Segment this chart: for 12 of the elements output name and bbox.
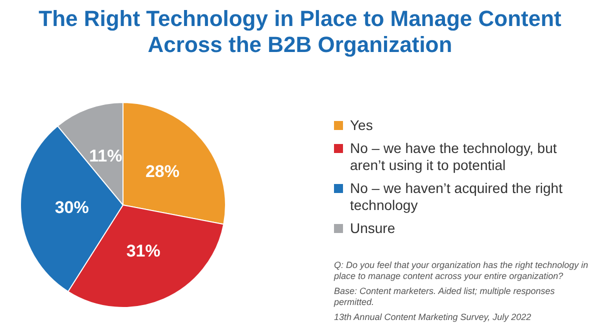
data-label: 30%: [54, 198, 89, 217]
data-label: 28%: [145, 162, 180, 182]
legend-label: Unsure: [350, 220, 396, 237]
legend-label: Yes: [350, 117, 373, 134]
data-label: 31%: [126, 242, 160, 261]
text: Q: Do you feel that your organization has the right technology in place to manage content across your entire organization?: [334, 260, 590, 282]
text: 13th Annual Content Marketing Survey, July 2022: [334, 312, 532, 323]
legend-label: No – we have the technology, but aren’t using it to potential: [350, 140, 558, 174]
chart-title: The Right Technology in Place to Manage Content Across the B2B Organization: [38, 6, 562, 58]
data-label: 11%: [89, 146, 122, 166]
text: Base: Content marketers. Aided list; multiple responses permitted.: [334, 286, 556, 308]
legend-label: No – we haven’t acquired the right technology: [350, 180, 564, 214]
